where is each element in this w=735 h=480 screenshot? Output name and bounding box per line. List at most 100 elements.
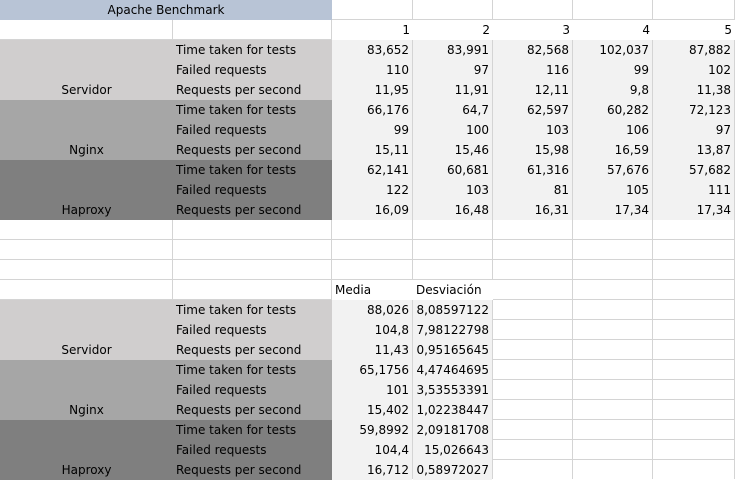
sheet-title[interactable]: Apache Benchmark xyxy=(0,0,332,20)
data-cell[interactable]: 66,176 xyxy=(332,100,412,120)
grid-col-line xyxy=(492,0,493,479)
data-cell[interactable]: 103 xyxy=(493,120,572,140)
data-cell[interactable]: 16,31 xyxy=(493,200,572,220)
stats-group-label-nginx[interactable]: Nginx xyxy=(0,400,173,420)
grid-col-line xyxy=(572,0,573,479)
stats-header-desviacion[interactable]: Desviación xyxy=(413,280,493,300)
metric-label[interactable]: Requests per second xyxy=(173,140,332,160)
metric-label[interactable]: Requests per second xyxy=(173,200,332,220)
data-cell[interactable]: 116 xyxy=(493,60,572,80)
data-cell[interactable]: 57,676 xyxy=(573,160,652,180)
stats-cell[interactable]: 101 xyxy=(332,380,412,400)
stats-metric-label[interactable]: Failed requests xyxy=(173,380,332,400)
data-cell[interactable]: 16,48 xyxy=(413,200,492,220)
metric-label[interactable]: Time taken for tests xyxy=(173,100,332,120)
stats-metric-label[interactable]: Time taken for tests xyxy=(173,360,332,380)
metric-label[interactable]: Failed requests xyxy=(173,60,332,80)
stats-cell[interactable]: 59,8992 xyxy=(332,420,412,440)
stats-cell[interactable]: 16,712 xyxy=(332,460,412,480)
run-number-header[interactable]: 4 xyxy=(573,20,653,40)
stats-cell[interactable]: 2,09181708 xyxy=(413,420,492,440)
data-cell[interactable]: 111 xyxy=(653,180,734,200)
data-cell[interactable]: 11,38 xyxy=(653,80,734,100)
data-cell[interactable]: 97 xyxy=(653,120,734,140)
data-cell[interactable]: 62,597 xyxy=(493,100,572,120)
metric-label[interactable]: Failed requests xyxy=(173,180,332,200)
data-cell[interactable]: 82,568 xyxy=(493,40,572,60)
data-cell[interactable]: 60,282 xyxy=(573,100,652,120)
stats-group-label-servidor[interactable]: Servidor xyxy=(0,340,173,360)
run-number-header[interactable]: 3 xyxy=(493,20,573,40)
data-cell[interactable]: 60,681 xyxy=(413,160,492,180)
stats-cell[interactable]: 11,43 xyxy=(332,340,412,360)
data-cell[interactable]: 16,09 xyxy=(332,200,412,220)
stats-cell[interactable]: 15,026643 xyxy=(413,440,492,460)
stats-metric-label[interactable]: Requests per second xyxy=(173,340,332,360)
data-cell[interactable]: 110 xyxy=(332,60,412,80)
stats-cell[interactable]: 65,1756 xyxy=(332,360,412,380)
stats-cell[interactable]: 3,53553391 xyxy=(413,380,492,400)
data-cell[interactable]: 87,882 xyxy=(653,40,734,60)
data-cell[interactable]: 103 xyxy=(413,180,492,200)
grid-row-line xyxy=(0,279,735,280)
run-number-header[interactable]: 2 xyxy=(413,20,493,40)
data-cell[interactable]: 99 xyxy=(573,60,652,80)
data-cell[interactable]: 83,652 xyxy=(332,40,412,60)
data-cell[interactable]: 81 xyxy=(493,180,572,200)
data-cell[interactable]: 122 xyxy=(332,180,412,200)
data-cell[interactable]: 12,11 xyxy=(493,80,572,100)
stats-cell[interactable]: 15,402 xyxy=(332,400,412,420)
stats-cell[interactable]: 88,026 xyxy=(332,300,412,320)
data-cell[interactable]: 100 xyxy=(413,120,492,140)
data-cell[interactable]: 9,8 xyxy=(573,80,652,100)
data-cell[interactable]: 102 xyxy=(653,60,734,80)
stats-metric-label[interactable]: Requests per second xyxy=(173,400,332,420)
data-cell[interactable]: 11,95 xyxy=(332,80,412,100)
data-cell[interactable]: 57,682 xyxy=(653,160,734,180)
data-cell[interactable]: 17,34 xyxy=(653,200,734,220)
data-cell[interactable]: 102,037 xyxy=(573,40,652,60)
stats-metric-label[interactable]: Time taken for tests xyxy=(173,300,332,320)
run-number-header[interactable]: 5 xyxy=(653,20,735,40)
run-number-header[interactable]: 1 xyxy=(332,20,413,40)
data-cell[interactable]: 62,141 xyxy=(332,160,412,180)
data-cell[interactable]: 11,91 xyxy=(413,80,492,100)
stats-header-media[interactable]: Media xyxy=(332,280,413,300)
data-cell[interactable]: 15,46 xyxy=(413,140,492,160)
data-cell[interactable]: 15,11 xyxy=(332,140,412,160)
data-cell[interactable]: 106 xyxy=(573,120,652,140)
stats-cell[interactable]: 0,58972027 xyxy=(413,460,492,480)
data-cell[interactable]: 13,87 xyxy=(653,140,734,160)
group-label-haproxy[interactable]: Haproxy xyxy=(0,200,173,220)
data-cell[interactable]: 83,991 xyxy=(413,40,492,60)
stats-cell[interactable]: 104,8 xyxy=(332,320,412,340)
stats-cell[interactable]: 0,95165645 xyxy=(413,340,492,360)
data-cell[interactable]: 17,34 xyxy=(573,200,652,220)
stats-cell[interactable]: 1,02238447 xyxy=(413,400,492,420)
metric-label[interactable]: Failed requests xyxy=(173,120,332,140)
stats-group-label-haproxy[interactable]: Haproxy xyxy=(0,460,173,480)
stats-metric-label[interactable]: Failed requests xyxy=(173,320,332,340)
data-cell[interactable]: 97 xyxy=(413,60,492,80)
grid-col-line xyxy=(652,0,653,479)
metric-label[interactable]: Time taken for tests xyxy=(173,160,332,180)
group-label-servidor[interactable]: Servidor xyxy=(0,80,173,100)
data-cell[interactable]: 64,7 xyxy=(413,100,492,120)
data-cell[interactable]: 105 xyxy=(573,180,652,200)
stats-cell[interactable]: 8,08597122 xyxy=(413,300,492,320)
stats-metric-label[interactable]: Time taken for tests xyxy=(173,420,332,440)
data-cell[interactable]: 61,316 xyxy=(493,160,572,180)
stats-cell[interactable]: 104,4 xyxy=(332,440,412,460)
grid-row-line xyxy=(0,259,735,260)
stats-cell[interactable]: 4,47464695 xyxy=(413,360,492,380)
stats-cell[interactable]: 7,98122798 xyxy=(413,320,492,340)
data-cell[interactable]: 15,98 xyxy=(493,140,572,160)
stats-metric-label[interactable]: Requests per second xyxy=(173,460,332,480)
group-label-nginx[interactable]: Nginx xyxy=(0,140,173,160)
metric-label[interactable]: Time taken for tests xyxy=(173,40,332,60)
data-cell[interactable]: 99 xyxy=(332,120,412,140)
data-cell[interactable]: 72,123 xyxy=(653,100,734,120)
data-cell[interactable]: 16,59 xyxy=(573,140,652,160)
stats-metric-label[interactable]: Failed requests xyxy=(173,440,332,460)
metric-label[interactable]: Requests per second xyxy=(173,80,332,100)
